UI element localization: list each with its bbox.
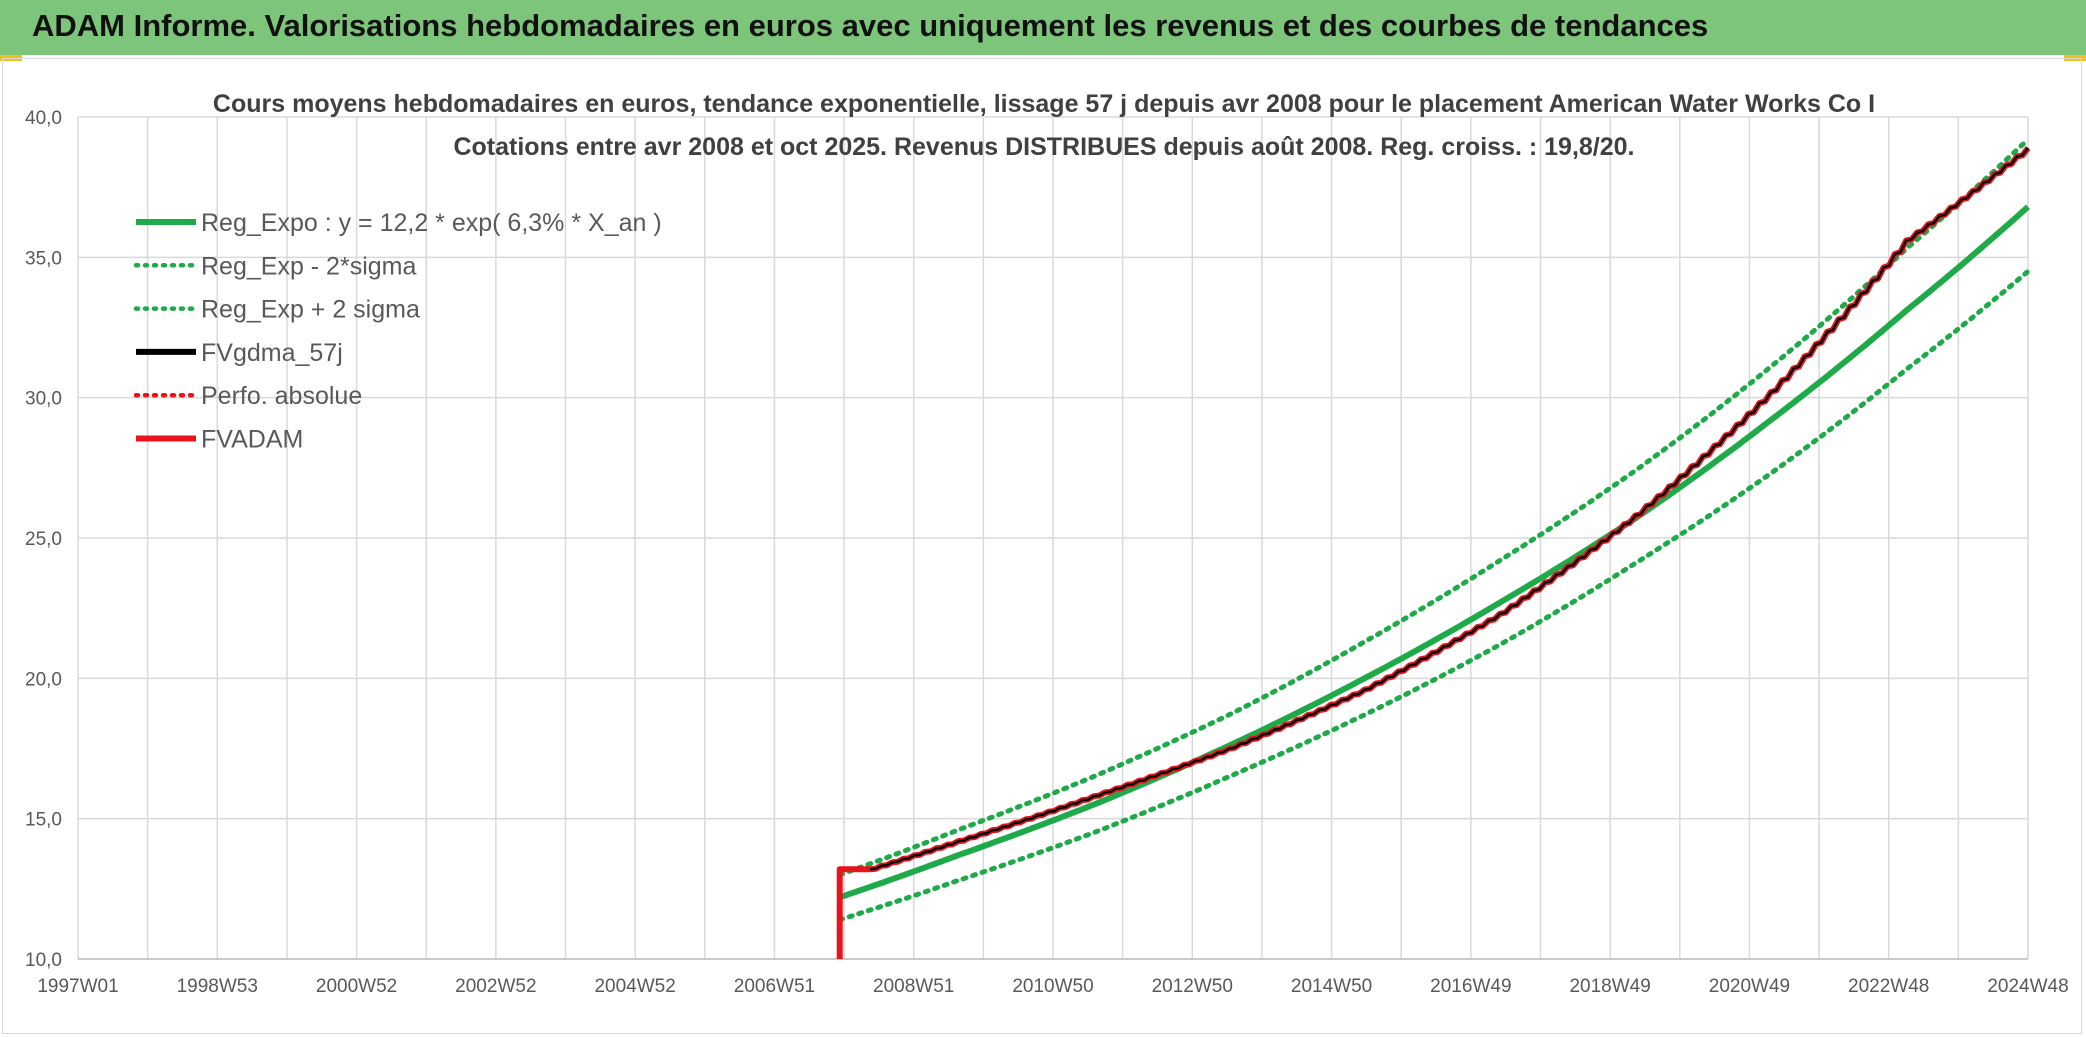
y-tick-label: 30,0 xyxy=(25,389,62,410)
series-fvadam xyxy=(836,146,2031,959)
x-tick-label: 1998W53 xyxy=(177,976,258,997)
chart-frame xyxy=(2,58,2082,1034)
x-tick-label: 2012W50 xyxy=(1152,976,1233,997)
y-tick-label: 35,0 xyxy=(25,248,62,269)
x-tick-label: 1997W01 xyxy=(37,976,118,997)
x-tick-label: 2024W48 xyxy=(1987,976,2068,997)
chart-legend: Reg_Expo : y = 12,2 * exp( 6,3% * X_an )… xyxy=(133,209,662,454)
legend-label: FVADAM xyxy=(201,426,303,454)
series-layer xyxy=(836,137,2031,959)
x-tick-label: 2022W48 xyxy=(1848,976,1929,997)
y-tick-label: 15,0 xyxy=(25,810,62,831)
x-tick-label: 2018W49 xyxy=(1569,976,1650,997)
x-tick-label: 2000W52 xyxy=(316,976,397,997)
legend-label: FVgdma_57j xyxy=(201,339,343,367)
x-tick-label: 2004W52 xyxy=(594,976,675,997)
chart-title-line: Cotations entre avr 2008 et oct 2025. Re… xyxy=(453,133,1634,161)
chart-title: Cours moyens hebdomadaires en euros, ten… xyxy=(213,90,1875,161)
header-banner: ADAM Informe. Valorisations hebdomadaire… xyxy=(0,0,2086,55)
series-fvgdma-57j xyxy=(870,147,2030,871)
y-tick-label: 40,0 xyxy=(25,108,62,129)
legend-label: Reg_Exp + 2 sigma xyxy=(201,296,420,324)
y-tick-label: 25,0 xyxy=(25,529,62,550)
series-reg-expo xyxy=(838,204,2031,901)
legend-label: Perfo. absolue xyxy=(201,382,362,410)
x-tick-label: 2014W50 xyxy=(1291,976,1372,997)
legend-label: Reg_Exp - 2*sigma xyxy=(201,252,416,280)
page-title: ADAM Informe. Valorisations hebdomadaire… xyxy=(32,8,1709,43)
x-tick-label: 2006W51 xyxy=(734,976,815,997)
series-reg-exp-minus-2sigma xyxy=(837,268,2031,923)
grid-lines xyxy=(77,116,2029,960)
series-reg-exp-plus-2sigma xyxy=(837,137,2031,878)
x-tick-label: 2008W51 xyxy=(873,976,954,997)
y-axis-ticks: 10,0 15,0 20,0 25,0 30,0 35,0 40,0 xyxy=(25,108,62,971)
x-tick-label: 2020W49 xyxy=(1709,976,1790,997)
x-tick-label: 2016W49 xyxy=(1430,976,1511,997)
x-axis-ticks: 1997W01 1998W53 2000W52 2002W52 2004W52 2006W… xyxy=(37,976,2068,997)
y-tick-label: 10,0 xyxy=(25,950,62,971)
legend-label: Reg_Expo : y = 12,2 * exp( 6,3% * X_an ) xyxy=(201,209,662,237)
chart-title-line: Cours moyens hebdomadaires en euros, ten… xyxy=(213,90,1875,118)
x-tick-label: 2010W50 xyxy=(1012,976,1093,997)
y-tick-label: 20,0 xyxy=(25,669,62,690)
x-tick-label: 2002W52 xyxy=(455,976,536,997)
